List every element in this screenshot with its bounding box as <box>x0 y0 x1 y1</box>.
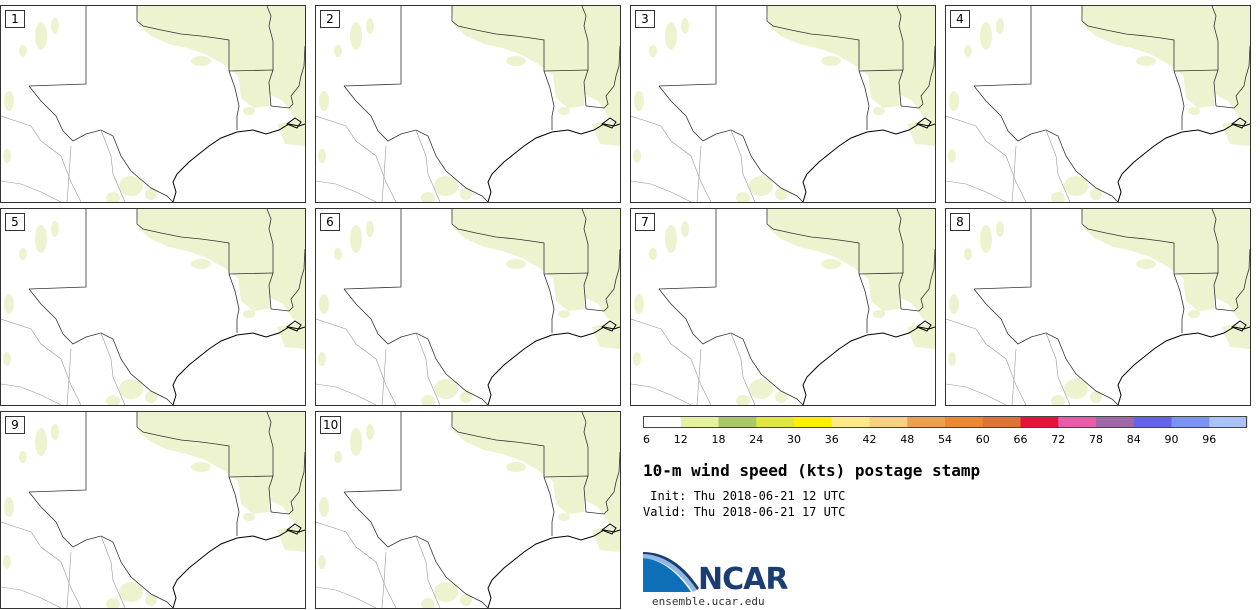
postage-stamp-panel: 4 <box>945 5 1251 203</box>
map <box>316 209 620 405</box>
logo-text: NCAR <box>698 562 788 597</box>
map <box>316 6 620 202</box>
colorbar-swatch <box>680 416 719 428</box>
member-number: 4 <box>950 10 970 28</box>
colorbar-tick-label: 36 <box>824 433 839 446</box>
colorbar-labels: 6 12 18 24 30 36 42 48 54 60 66 72 78 84 90 96 <box>643 433 1247 447</box>
colorbar-swatch <box>794 416 833 428</box>
map <box>631 6 935 202</box>
colorbar-swatch <box>1096 416 1135 428</box>
map <box>946 209 1250 405</box>
colorbar-tick-label: 48 <box>900 433 915 446</box>
colorbar-swatch <box>831 416 870 428</box>
postage-stamp-panel: 5 <box>0 208 306 406</box>
colorbar-tick-label: 30 <box>787 433 801 446</box>
ncar-logo-icon <box>643 552 699 592</box>
colorbar-swatch <box>945 416 984 428</box>
map <box>1 6 305 202</box>
init-time: Init: Thu 2018-06-21 12 UTC <box>643 489 846 503</box>
postage-stamp-panel: 7 <box>630 208 936 406</box>
member-number: 9 <box>5 416 25 434</box>
member-number: 6 <box>320 213 340 231</box>
colorbar-border <box>643 416 1247 428</box>
member-number: 3 <box>635 10 655 28</box>
map <box>1 209 305 405</box>
member-number: 2 <box>320 10 340 28</box>
colorbar-swatch <box>982 416 1021 428</box>
colorbar-swatch <box>718 416 757 428</box>
colorbar-swatch <box>869 416 908 428</box>
colorbar-tick-label: 90 <box>1164 433 1179 446</box>
colorbar <box>643 416 1248 428</box>
colorbar-tick-label: 12 <box>673 433 688 446</box>
colorbar-tick-label: 96 <box>1202 433 1217 446</box>
member-number: 5 <box>5 213 25 231</box>
colorbar-tick-label: 78 <box>1089 433 1103 446</box>
map <box>631 209 935 405</box>
colorbar-tick-label: 6 <box>643 433 650 446</box>
colorbar-swatch <box>1133 416 1172 428</box>
postage-stamp-panel: 6 <box>315 208 621 406</box>
colorbar-swatch <box>643 416 682 428</box>
colorbar-swatch <box>756 416 795 428</box>
colorbar-tick-label: 66 <box>1013 433 1028 446</box>
logo-url: ensemble.ucar.edu <box>652 595 765 608</box>
postage-stamp-panel: 8 <box>945 208 1251 406</box>
colorbar-swatch <box>1209 416 1248 428</box>
postage-stamp-panel: 9 <box>0 411 306 609</box>
colorbar-tick-label: 60 <box>975 433 990 446</box>
colorbar-tick-label: 24 <box>749 433 764 446</box>
colorbar-tick-label: 18 <box>711 433 726 446</box>
colorbar-swatch <box>907 416 946 428</box>
colorbar-tick-label: 72 <box>1051 433 1066 446</box>
member-number: 1 <box>5 10 25 28</box>
postage-stamp-panel: 10 <box>315 411 621 609</box>
map <box>316 412 620 608</box>
postage-stamp-panel: 2 <box>315 5 621 203</box>
colorbar-swatch <box>1020 416 1059 428</box>
colorbar-swatch <box>1058 416 1097 428</box>
map <box>1 412 305 608</box>
member-number: 10 <box>320 416 342 434</box>
map <box>946 6 1250 202</box>
valid-time: Valid: Thu 2018-06-21 17 UTC <box>643 505 846 519</box>
postage-stamp-panel: 3 <box>630 5 936 203</box>
member-number: 8 <box>950 213 970 231</box>
product-title: 10-m wind speed (kts) postage stamp <box>643 461 981 480</box>
colorbar-tick-label: 42 <box>862 433 877 446</box>
colorbar-swatch <box>1171 416 1210 428</box>
colorbar-tick-label: 84 <box>1126 433 1141 446</box>
member-number: 7 <box>635 213 655 231</box>
postage-stamp-panel: 1 <box>0 5 306 203</box>
colorbar-tick-label: 54 <box>938 433 952 446</box>
